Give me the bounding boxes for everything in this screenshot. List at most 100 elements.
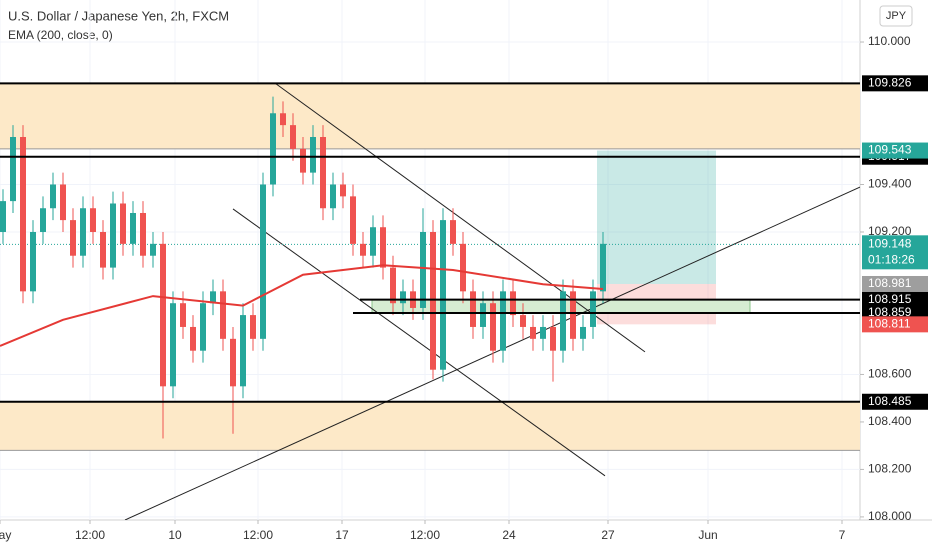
candle-body: [440, 220, 446, 370]
chart-subtitle: EMA (200, close, 0): [8, 28, 113, 42]
candle-body: [60, 184, 66, 221]
candle-body: [430, 231, 436, 370]
candle-body: [390, 267, 396, 304]
x-tick-label: 12:00: [410, 528, 440, 542]
level-label: 108.485: [868, 394, 912, 408]
stop-label: 108.811: [868, 317, 911, 331]
candle-body: [190, 326, 196, 351]
candle-body: [400, 291, 406, 304]
stop-label-box: [862, 316, 928, 333]
countdown-label: 01:18:26: [868, 253, 915, 267]
candle-body: [0, 201, 6, 232]
last-price-box: [862, 235, 928, 270]
level-label: 108.915: [868, 292, 912, 306]
candle-body: [90, 208, 96, 232]
chart-title: U.S. Dollar / Japanese Yen, 2h, FXCM: [8, 8, 229, 23]
candle-body: [490, 303, 496, 351]
candle-body: [50, 184, 56, 209]
candle-body: [470, 291, 476, 327]
candle-body: [540, 326, 546, 339]
y-tick-label: 110.000: [868, 34, 911, 48]
candle-body: [360, 243, 366, 256]
candle-body: [510, 291, 516, 316]
candle-body: [220, 291, 226, 339]
candle-body: [130, 212, 136, 244]
y-tick-label: 108.000: [868, 509, 912, 523]
last-price-label: 109.148: [868, 237, 912, 251]
candle-body: [290, 125, 296, 149]
candle-body: [550, 326, 556, 351]
candle-body: [160, 243, 166, 387]
candle-body: [480, 303, 486, 327]
candle-body: [110, 203, 116, 268]
candle-body: [330, 184, 336, 209]
target-label: 109.543: [868, 143, 912, 157]
candle-body: [120, 203, 126, 244]
candle-body: [310, 137, 316, 173]
candle-body: [590, 291, 596, 327]
candle-body: [450, 220, 456, 244]
candle-body: [320, 137, 326, 209]
y-tick-label: 109.400: [868, 177, 912, 191]
candle-body: [280, 113, 286, 126]
level-label-box: [862, 291, 928, 308]
candle-body: [170, 303, 176, 387]
candle-body: [200, 303, 206, 351]
candle-body: [520, 315, 526, 327]
candle-body: [370, 227, 376, 256]
candle-body: [210, 291, 216, 304]
zone: [0, 83, 860, 149]
x-tick-label: 24: [502, 528, 516, 542]
candle-body: [30, 231, 36, 292]
x-tick-label: 12:00: [75, 528, 105, 542]
x-tick-label: 7: [839, 528, 846, 542]
candle-body: [580, 326, 586, 339]
candle-body: [570, 291, 576, 339]
candle-body: [250, 315, 256, 339]
x-tick-label: 17: [335, 528, 349, 542]
level-label: 109.826: [868, 76, 912, 90]
candle-body: [180, 303, 186, 327]
currency[interactable]: JPY: [886, 10, 907, 22]
level-label-box: [862, 75, 928, 92]
candle-body: [240, 315, 246, 387]
candle-body: [420, 231, 426, 308]
level-label: 108.859: [868, 305, 912, 319]
candle-body: [260, 184, 266, 339]
candle-body: [70, 220, 76, 256]
y-tick-label: 108.200: [868, 462, 912, 476]
plot-layer: [0, 0, 860, 520]
candle-body: [270, 113, 276, 185]
candle-body: [380, 227, 386, 268]
candle-body: [10, 137, 16, 202]
candle-body: [40, 208, 46, 232]
x-tick-label: 27: [601, 528, 615, 542]
ema-line: [0, 264, 604, 347]
position-target: [597, 150, 716, 284]
currency-box[interactable]: [879, 5, 913, 27]
candle-body: [100, 231, 106, 268]
y-tick-label: 108.400: [868, 414, 912, 428]
candle-body: [530, 326, 536, 339]
candle-body: [300, 148, 306, 173]
trend-line: [274, 82, 646, 353]
x-tick-label: Jun: [698, 528, 717, 542]
candle-body: [230, 338, 236, 387]
zone: [0, 401, 860, 451]
candle-body: [460, 243, 466, 292]
y-tick-label: 109.200: [868, 224, 912, 238]
candle-body: [80, 208, 86, 256]
x-tick-label: 10: [168, 528, 182, 542]
entry-label-box: [862, 275, 928, 292]
x-tick-label: 12:00: [243, 528, 273, 542]
candle-body: [500, 291, 506, 351]
y-tick-label: 108.600: [868, 367, 912, 381]
level-label-box: [862, 393, 928, 410]
candle-body: [140, 212, 146, 256]
candle-body: [20, 137, 26, 292]
entry-label: 108.981: [868, 276, 912, 290]
candle-body: [350, 196, 356, 244]
x-tick-label: May: [0, 528, 11, 542]
candle-body: [560, 291, 566, 351]
